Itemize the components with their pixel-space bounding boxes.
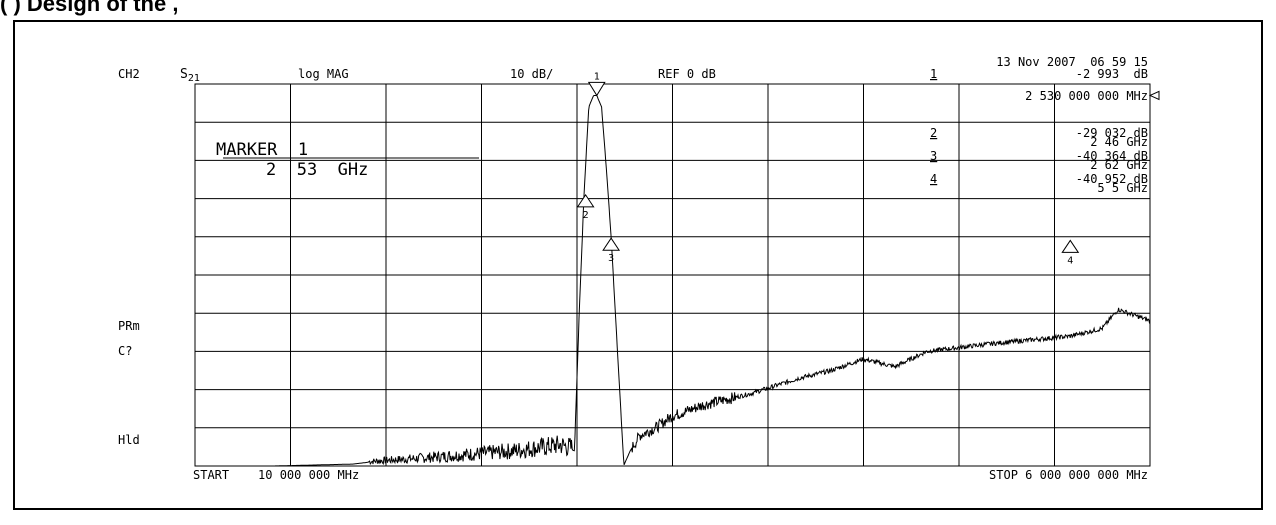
network-analyzer-plot: CH2 S21 log MAG 10 dB/ REF 0 dB 13 Nov 2… bbox=[118, 55, 1160, 482]
trace-s21 bbox=[195, 95, 1151, 467]
marker-1-label: 1 bbox=[594, 71, 600, 82]
readout-2-id: 2 bbox=[930, 126, 937, 140]
plot-grid bbox=[194, 83, 1160, 467]
header-param: S21 bbox=[180, 67, 200, 84]
reference-pointer bbox=[1148, 90, 1160, 101]
trace-layer bbox=[195, 95, 1151, 467]
footer-stop: STOP 6 000 000 000 MHz bbox=[989, 468, 1148, 482]
header-scale: 10 dB/ bbox=[510, 67, 553, 81]
marker-3-symbol bbox=[602, 237, 621, 251]
readout-3-value: -40 364 dB bbox=[1076, 149, 1148, 163]
readout-4-value: -40 952 dB bbox=[1076, 172, 1148, 186]
readout-2-value: -29 032 dB bbox=[1076, 126, 1148, 140]
readout-3-freq: 2 62 GHz bbox=[1090, 158, 1148, 172]
label-c: C? bbox=[118, 344, 132, 358]
marker-box-title: MARKER 1 bbox=[216, 140, 308, 160]
readout-3-id: 3 bbox=[930, 149, 937, 163]
label-prm: PRm bbox=[118, 319, 140, 333]
footer-start: START 10 000 000 MHz bbox=[193, 468, 359, 482]
marker-layer: 1 2 3 4 bbox=[576, 71, 1080, 266]
page-top-fragment: ( ) Design of the , bbox=[0, 0, 179, 16]
marker-2-label: 2 bbox=[583, 210, 589, 221]
marker-box-value: 2 53 GHz bbox=[266, 160, 368, 180]
marker-1-symbol bbox=[587, 81, 606, 97]
readout-2-freq: 2 46 GHz bbox=[1090, 135, 1148, 149]
header-active-marker-value: -2 993 dB bbox=[1076, 67, 1148, 81]
header-param-main: S bbox=[180, 67, 188, 82]
readout-4-id: 4 bbox=[930, 172, 937, 186]
label-hld: Hld bbox=[118, 433, 140, 447]
readout-4-freq: 5 5 GHz bbox=[1097, 181, 1148, 195]
marker-readout-frequency: 2 530 000 000 MHz bbox=[1025, 89, 1148, 103]
header-reference: REF 0 dB bbox=[658, 67, 716, 81]
marker-2-symbol bbox=[576, 194, 595, 208]
header-channel: CH2 bbox=[118, 67, 140, 81]
header-param-sub: 21 bbox=[188, 73, 200, 84]
header-datetime: 13 Nov 2007 06 59 15 bbox=[996, 55, 1148, 69]
figure-frame: CH2 S21 log MAG 10 dB/ REF 0 dB 13 Nov 2… bbox=[13, 20, 1263, 510]
marker-3-label: 3 bbox=[608, 253, 614, 264]
header-format: log MAG bbox=[298, 67, 349, 81]
marker-4-symbol bbox=[1061, 239, 1080, 253]
header-active-marker-id: 1 bbox=[930, 67, 937, 81]
marker-4-label: 4 bbox=[1067, 255, 1073, 266]
